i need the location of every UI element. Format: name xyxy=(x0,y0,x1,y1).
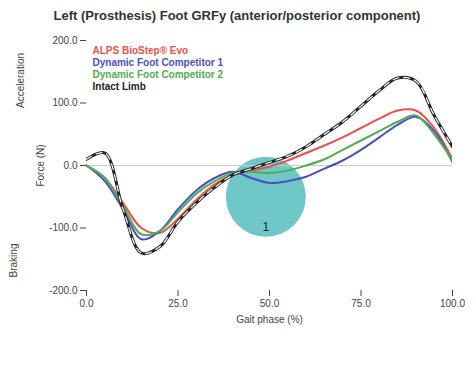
svg-text:0.0: 0.0 xyxy=(64,160,78,171)
svg-text:50.0: 50.0 xyxy=(260,298,280,309)
svg-text:0.0: 0.0 xyxy=(80,298,94,309)
svg-text:Dynamic Foot Competitor 1: Dynamic Foot Competitor 1 xyxy=(93,57,224,68)
svg-text:-100.0: -100.0 xyxy=(49,222,78,233)
svg-text:Acceleration: Acceleration xyxy=(15,53,26,108)
svg-text:25.0: 25.0 xyxy=(168,298,188,309)
svg-text:200.0: 200.0 xyxy=(52,35,77,46)
svg-text:100.0: 100.0 xyxy=(440,298,465,309)
svg-text:Dynamic Foot Competitor 2: Dynamic Foot Competitor 2 xyxy=(93,69,224,80)
svg-text:Force (N): Force (N) xyxy=(35,144,46,186)
svg-text:-200.0: -200.0 xyxy=(49,285,78,296)
svg-text:100.0: 100.0 xyxy=(52,97,77,108)
svg-text:Braking: Braking xyxy=(8,244,19,278)
svg-text:1: 1 xyxy=(262,220,269,234)
html-text:Left (Prosthesis) Foot GRFy (a: Left (Prosthesis) Foot GRFy (anterior/po… xyxy=(53,8,421,23)
svg-text:75.0: 75.0 xyxy=(351,298,371,309)
svg-text:Gait phase (%): Gait phase (%) xyxy=(236,314,303,325)
svg-text:ALPS BioStep® Evo: ALPS BioStep® Evo xyxy=(93,45,189,56)
svg-text:Intact Limb: Intact Limb xyxy=(93,81,146,92)
